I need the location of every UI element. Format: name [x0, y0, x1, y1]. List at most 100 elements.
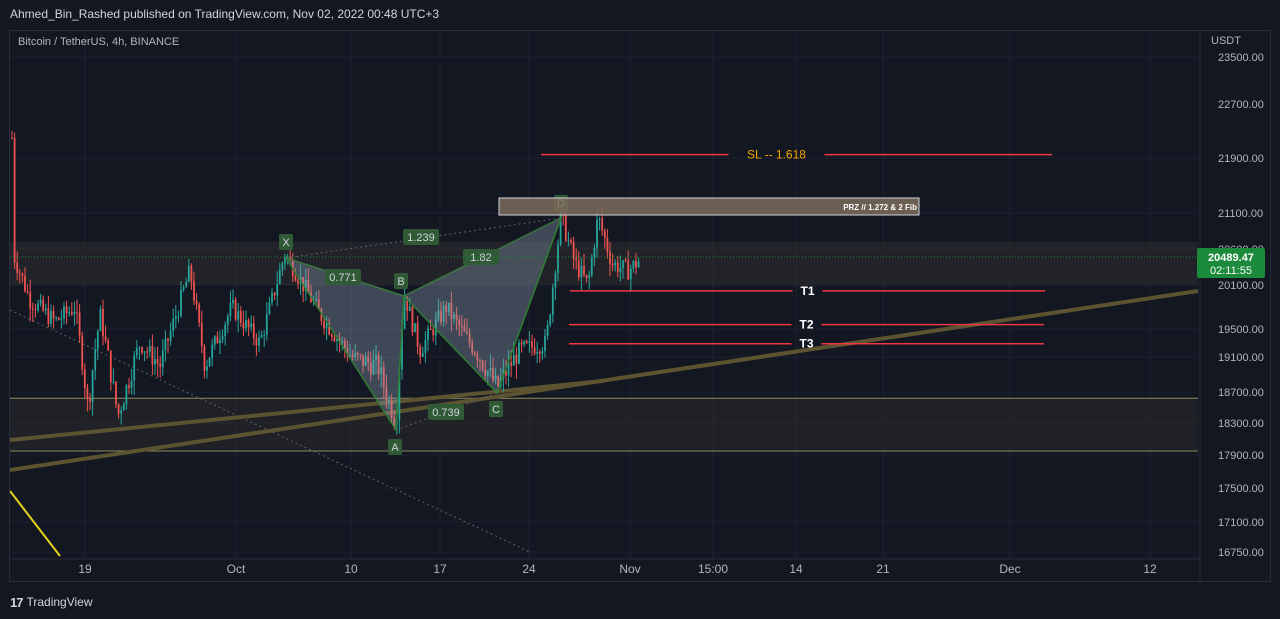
footer-branding: 17 TradingView: [10, 593, 93, 611]
candle-body: [635, 260, 637, 268]
ratio-badge: [403, 229, 439, 245]
pattern-point-a: A: [391, 442, 399, 454]
candle-body: [57, 317, 60, 320]
candle-body: [42, 299, 45, 311]
candle-body: [18, 272, 21, 274]
candle-body: [112, 381, 115, 383]
candle-body: [245, 319, 247, 329]
candle-body: [354, 352, 357, 358]
pattern-point-badge: [279, 234, 293, 250]
candle-body: [60, 318, 63, 320]
candle-body: [237, 310, 240, 320]
candle-body: [44, 308, 47, 311]
candle-body: [520, 342, 523, 345]
candle-body: [250, 323, 253, 328]
candle-body: [273, 292, 276, 296]
candle-body: [94, 349, 97, 371]
candle-body: [445, 305, 448, 313]
candle-body: [463, 326, 466, 332]
candle-body: [622, 260, 624, 268]
candle-body: [34, 309, 37, 311]
symbol-title: Bitcoin / TetherUS, 4h, BINANCE: [18, 36, 180, 48]
candle-body: [458, 319, 461, 326]
candle-body: [583, 265, 585, 276]
candle-body: [83, 369, 86, 388]
candle-body: [120, 410, 123, 414]
candle-body: [341, 341, 344, 343]
level-label-sl: SL -- 1.618: [747, 148, 806, 162]
candle-body: [239, 310, 242, 323]
candle-body: [193, 281, 195, 301]
candle-body: [447, 302, 450, 313]
candle-body: [585, 275, 588, 278]
trendline-lower: [10, 379, 604, 442]
candle-body: [268, 302, 271, 315]
y-tick-label: 21100.00: [1218, 208, 1263, 220]
candle-body: [606, 238, 609, 252]
ratio-label: 1.82: [470, 252, 491, 264]
y-tick-label: 18700.00: [1218, 387, 1264, 399]
ratio-badge: [428, 404, 464, 420]
candle-body: [510, 362, 513, 366]
candle-body: [554, 272, 557, 288]
candle-body: [323, 321, 325, 329]
candle-body: [590, 257, 593, 276]
level-label-t3: T3: [799, 337, 813, 351]
candle-body: [580, 265, 583, 278]
candle-body: [473, 352, 476, 355]
candle-body: [99, 308, 102, 331]
candle-body: [572, 242, 575, 259]
candle-body: [203, 346, 206, 371]
candle-body: [258, 337, 260, 346]
candle-body: [588, 275, 591, 278]
prz-box: [498, 197, 920, 216]
candle-body: [180, 289, 182, 316]
candle-body: [68, 312, 71, 314]
price-chart[interactable]: USDT23500.0022700.0021900.0021100.002060…: [10, 31, 1271, 581]
candle-body: [541, 350, 544, 354]
candle-body: [255, 338, 258, 346]
candle-body: [177, 315, 180, 317]
candle-body: [289, 256, 292, 260]
price-countdown: 02:11:55: [1210, 265, 1252, 277]
candle-body: [349, 355, 351, 357]
candle-body: [450, 302, 453, 319]
candle-body: [70, 312, 73, 315]
candle-body: [390, 400, 393, 418]
y-tick-label: 19100.00: [1218, 352, 1264, 364]
y-tick-label: 20100.00: [1218, 280, 1264, 292]
candle-body: [102, 308, 104, 337]
candle-body: [624, 260, 627, 262]
candle-body: [122, 404, 125, 411]
candle-body: [297, 280, 299, 284]
candle-body: [141, 347, 143, 353]
candle-body: [294, 276, 297, 281]
candle-body: [320, 308, 323, 322]
candle-body: [479, 360, 481, 362]
candle-body: [424, 340, 427, 353]
candle-body: [427, 328, 429, 341]
candle-body: [515, 354, 518, 364]
candle-body: [440, 310, 442, 322]
candle-body: [577, 260, 580, 278]
candle-body: [190, 265, 193, 282]
candle-body: [37, 303, 39, 311]
candle-body: [31, 308, 34, 310]
candle-body: [242, 322, 245, 329]
candle-body: [596, 219, 598, 248]
candle-body: [281, 263, 284, 270]
candle-body: [78, 312, 81, 336]
y-tick-label: 16750.00: [1218, 547, 1264, 559]
candle-body: [11, 137, 13, 139]
yellow-trendline: [10, 490, 61, 557]
candle-body: [13, 137, 16, 263]
candle-body: [536, 352, 539, 354]
candle-body: [73, 311, 76, 315]
candle-body: [408, 306, 411, 312]
candle-body: [260, 335, 263, 338]
y-tick-label: 21900.00: [1218, 153, 1264, 165]
candle-body: [143, 351, 146, 353]
candle-body: [247, 319, 250, 328]
candle-body: [533, 347, 536, 354]
candle-body: [476, 354, 479, 361]
